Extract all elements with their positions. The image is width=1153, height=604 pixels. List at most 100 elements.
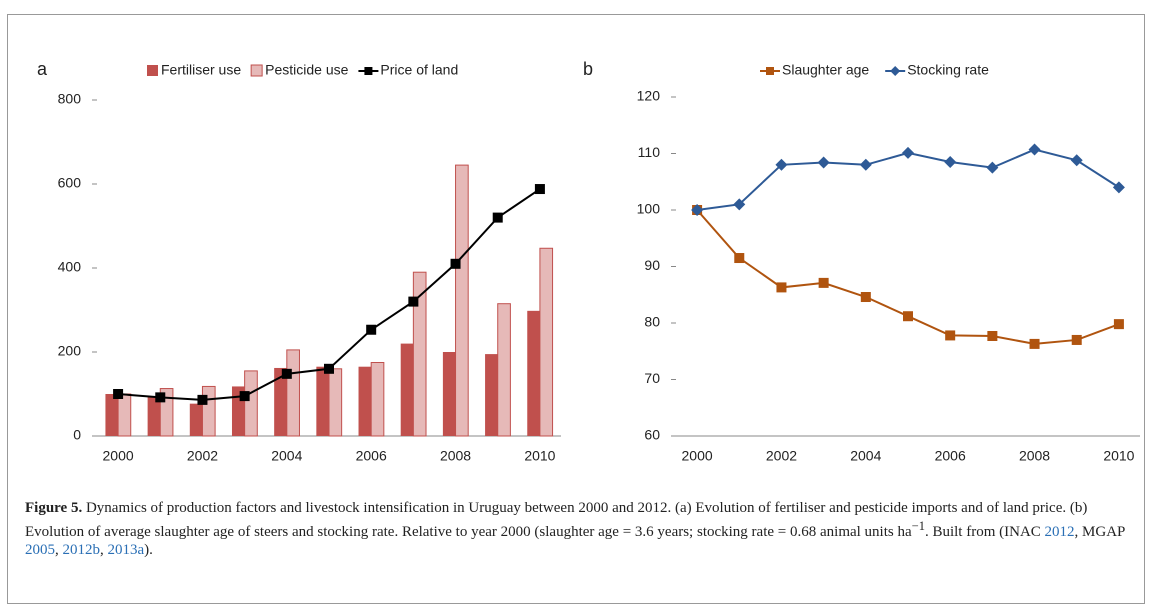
- legend-label: Slaughter age: [782, 62, 869, 78]
- point: [1113, 319, 1124, 330]
- legend-label: Stocking rate: [907, 62, 989, 78]
- bar: [455, 164, 469, 437]
- caption-text: ,: [100, 542, 108, 558]
- point: [903, 311, 913, 322]
- point: [944, 155, 957, 168]
- point: [1028, 143, 1041, 156]
- x-tick-label: 2010: [1103, 448, 1134, 464]
- bar: [400, 343, 414, 436]
- bar: [274, 367, 287, 436]
- legend-marker: [890, 66, 901, 76]
- point: [818, 277, 829, 288]
- y-tick-label: 400: [58, 259, 82, 275]
- x-tick-label: 2002: [766, 448, 797, 464]
- y-tick-label: 90: [644, 257, 660, 273]
- point: [324, 363, 334, 374]
- citation-link[interactable]: 2012: [1044, 524, 1075, 540]
- bar: [497, 303, 511, 437]
- caption-text: , MGAP: [1074, 524, 1125, 540]
- legend-label: Price of land: [380, 62, 458, 78]
- point: [691, 204, 704, 216]
- citation-link[interactable]: 2012b: [62, 542, 101, 558]
- y-tick-label: 800: [58, 91, 82, 107]
- bar: [358, 366, 372, 436]
- y-tick-label: 600: [58, 175, 82, 191]
- bar: [485, 354, 498, 436]
- caption-text: ).: [144, 542, 153, 558]
- point: [860, 292, 871, 303]
- caption-text: Dynamics of production factors and lives…: [25, 500, 1088, 540]
- legend-marker: [364, 67, 373, 75]
- point: [1112, 181, 1125, 194]
- bar: [370, 362, 385, 437]
- caption-text: −1: [911, 519, 925, 533]
- caption: Figure 5. Dynamics of production factors…: [25, 499, 1125, 559]
- point: [155, 392, 166, 403]
- point: [1029, 338, 1040, 349]
- y-tick-label: 100: [637, 201, 661, 217]
- point: [776, 282, 787, 293]
- legend-label: Pesticide use: [265, 62, 348, 78]
- bar: [105, 394, 119, 436]
- x-tick-label: 2000: [682, 448, 713, 464]
- x-tick-label: 2010: [524, 448, 555, 464]
- x-tick-label: 2006: [356, 448, 387, 464]
- y-tick-label: 0: [73, 427, 81, 443]
- point: [734, 253, 745, 264]
- point: [366, 324, 377, 335]
- legend-label: Fertiliser use: [161, 62, 241, 78]
- citation-link[interactable]: 2005: [25, 542, 55, 558]
- point: [775, 158, 788, 171]
- panel-label: a: [37, 59, 48, 79]
- x-tick-label: 2008: [440, 448, 471, 464]
- caption-label: Figure 5.: [25, 500, 83, 516]
- point: [239, 391, 250, 402]
- point: [197, 394, 208, 405]
- bar: [527, 310, 540, 436]
- x-tick-label: 2004: [850, 448, 881, 464]
- bar: [117, 393, 132, 437]
- bar: [316, 366, 329, 436]
- x-tick-label: 2008: [1019, 448, 1050, 464]
- y-tick-label: 200: [58, 343, 82, 359]
- legend-swatch: [147, 65, 158, 76]
- x-tick-label: 2002: [187, 448, 218, 464]
- y-tick-label: 110: [638, 144, 661, 160]
- point: [534, 184, 545, 195]
- point: [492, 212, 503, 223]
- bar: [328, 368, 343, 437]
- point: [945, 330, 956, 341]
- charts: a 0 200 400 600 800 2000 2002 2004 2006 2008 2010 Fe…: [37, 59, 1140, 464]
- bar: [189, 403, 203, 436]
- line: [696, 209, 1120, 345]
- bar: [286, 349, 300, 437]
- citation-link[interactable]: 2013a: [107, 542, 145, 558]
- bar: [442, 352, 456, 436]
- legend-marker: [766, 67, 774, 75]
- x-tick-label: 2000: [103, 448, 134, 464]
- y-tick-label: 70: [644, 370, 660, 386]
- point: [1071, 334, 1082, 345]
- point: [113, 389, 124, 399]
- point: [817, 156, 830, 169]
- bar: [539, 247, 554, 437]
- point: [1070, 154, 1083, 167]
- caption-text: . Built from (INAC: [924, 524, 1045, 540]
- bar: [412, 271, 427, 437]
- bar: [147, 396, 161, 436]
- point: [281, 368, 292, 379]
- y-tick-label: 120: [637, 88, 661, 104]
- panel-label: b: [583, 59, 593, 79]
- point: [859, 158, 872, 171]
- point: [987, 330, 998, 341]
- y-tick-label: 80: [644, 314, 660, 330]
- point: [408, 296, 419, 307]
- x-tick-label: 2006: [935, 448, 966, 464]
- legend-swatch: [250, 64, 263, 77]
- y-tick-label: 60: [644, 427, 660, 443]
- bar: [244, 370, 258, 437]
- bar: [201, 385, 216, 437]
- point: [450, 258, 461, 269]
- caption-text: ,: [55, 542, 63, 558]
- point: [733, 198, 746, 211]
